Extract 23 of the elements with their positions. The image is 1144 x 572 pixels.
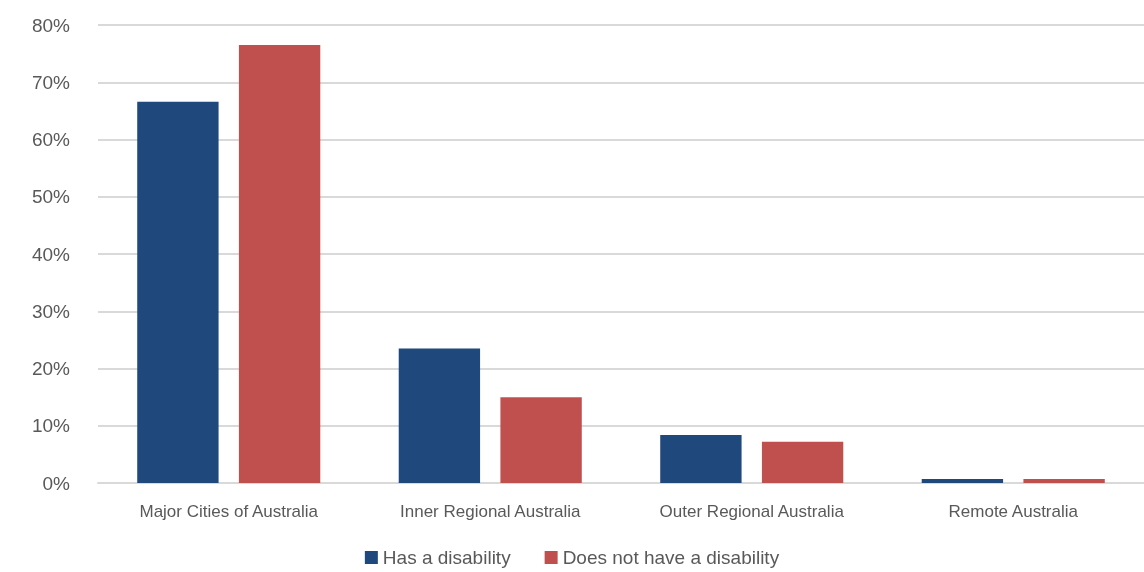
y-tick-label: 10% bbox=[31, 415, 71, 437]
bar bbox=[1023, 478, 1105, 483]
x-tick-label: Outer Regional Australia bbox=[659, 502, 845, 521]
bar bbox=[398, 348, 481, 483]
x-tick-label: Inner Regional Australia bbox=[399, 502, 582, 521]
x-tick-label: Major Cities of Australia bbox=[139, 502, 319, 521]
bar bbox=[238, 45, 321, 483]
legend-label: Has a disability bbox=[382, 547, 512, 568]
bar bbox=[137, 101, 219, 483]
y-tick-label: 30% bbox=[31, 300, 71, 322]
bar bbox=[921, 478, 1004, 483]
y-tick-label: 0% bbox=[42, 472, 71, 494]
y-tick-label: 40% bbox=[31, 243, 71, 265]
bar bbox=[761, 441, 844, 483]
legend-label: Does not have a disability bbox=[562, 547, 780, 568]
y-tick-label: 80% bbox=[31, 14, 71, 36]
y-tick-label: 20% bbox=[31, 358, 71, 379]
x-tick-label: Remote Australia bbox=[948, 502, 1079, 521]
y-tick-label: 50% bbox=[31, 186, 71, 208]
y-tick-label: 70% bbox=[31, 71, 71, 93]
bar bbox=[660, 434, 742, 483]
bar bbox=[500, 397, 582, 483]
y-tick-label: 60% bbox=[31, 129, 71, 150]
